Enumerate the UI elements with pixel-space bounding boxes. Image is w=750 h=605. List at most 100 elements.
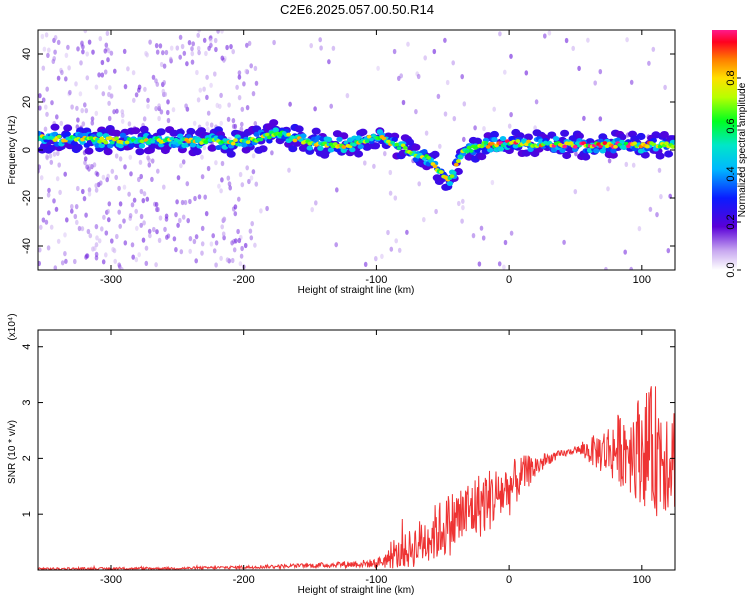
heatmap-cell: [200, 241, 205, 247]
heatmap-cell: [163, 91, 168, 97]
heatmap-cell: [393, 195, 398, 201]
heatmap-cell: [107, 115, 112, 122]
heatmap-cell: [106, 208, 110, 214]
heatmap-cell: [608, 151, 618, 159]
heatmap-cell: [48, 153, 53, 159]
heatmap-cell: [428, 159, 434, 164]
heatmap-cell: [512, 143, 519, 149]
heatmap-cell: [141, 198, 146, 204]
heatmap-cell: [345, 93, 350, 99]
heatmap-cell: [66, 44, 70, 50]
heatmap-cell: [417, 181, 422, 187]
y-tick-label: 3: [21, 399, 33, 405]
heatmap-cell: [192, 238, 197, 245]
heatmap-cell: [286, 132, 291, 137]
heatmap-cell: [76, 117, 80, 123]
heatmap-cell: [205, 74, 209, 80]
heatmap-cell: [453, 162, 459, 167]
heatmap-cell: [77, 225, 82, 232]
heatmap-cell: [209, 38, 213, 44]
heatmap-cell: [237, 74, 242, 80]
heatmap-cell: [90, 116, 95, 122]
heatmap-cell: [104, 252, 108, 258]
heatmap-cell: [164, 49, 169, 56]
heatmap-cell: [111, 246, 115, 253]
y-tick-label: 0: [21, 147, 33, 153]
heatmap-cell: [481, 235, 486, 241]
heatmap-cell: [237, 237, 242, 244]
heatmap-cell: [394, 238, 399, 244]
heatmap-cell: [142, 191, 147, 197]
snr-x-axis-label: Height of straight line (km): [298, 585, 415, 596]
heatmap-cell: [145, 196, 150, 202]
heatmap-cell: [154, 262, 158, 268]
y-tick-label: 20: [21, 96, 33, 108]
heatmap-cell: [466, 145, 472, 150]
colorbar-tick-label: 0.4: [725, 166, 737, 181]
heatmap-cell: [100, 59, 105, 66]
heatmap-cell: [451, 170, 457, 175]
heatmap-cell: [247, 178, 251, 185]
heatmap-cell: [503, 69, 507, 75]
heatmap-cell: [131, 127, 141, 135]
heatmap-cell: [192, 148, 202, 156]
heatmap-cell: [491, 137, 498, 143]
heatmap-cell: [68, 89, 72, 96]
heatmap-cell: [363, 261, 368, 267]
heatmap-cell: [103, 48, 108, 54]
heatmap-cell: [502, 264, 506, 270]
heatmap-cell: [128, 213, 133, 219]
heatmap-cell: [83, 30, 88, 34]
heatmap-cell: [94, 183, 98, 189]
x-tick-label: -300: [100, 574, 122, 586]
heatmap-cell: [100, 226, 104, 232]
heatmap-cell: [209, 122, 214, 128]
heatmap-cell: [655, 212, 659, 218]
heatmap-cell: [52, 198, 56, 204]
heatmap-cell: [562, 151, 572, 160]
heatmap-cell: [432, 48, 437, 55]
heatmap-cell: [179, 163, 183, 169]
heatmap-cell: [507, 123, 512, 129]
heatmap-cell: [154, 201, 159, 208]
heatmap-cell: [82, 196, 87, 202]
heatmap-cell: [46, 52, 50, 59]
heatmap-cell: [183, 199, 188, 206]
heatmap-cell: [613, 144, 618, 149]
heatmap-cell: [115, 108, 119, 114]
heatmap-cell: [272, 39, 276, 46]
y-tick-label: 2: [21, 455, 33, 461]
heatmap-cell: [197, 50, 201, 56]
heatmap-cell: [78, 91, 83, 97]
heatmap-cell: [258, 137, 264, 142]
heatmap-cell: [352, 142, 357, 147]
heatmap-cell: [215, 102, 220, 108]
heatmap-cell: [119, 132, 127, 138]
heatmap-cell: [166, 99, 170, 105]
heatmap-cell: [572, 144, 578, 149]
heatmap-cell: [156, 128, 166, 136]
heatmap-cell: [233, 204, 238, 210]
heatmap-cell: [214, 262, 218, 268]
heatmap-cell: [253, 242, 257, 248]
heatmap-cell: [219, 120, 223, 126]
heatmap-cell: [386, 229, 390, 236]
heatmap-cell: [564, 37, 569, 44]
heatmap-cell: [137, 252, 141, 258]
heatmap-cell: [161, 50, 165, 56]
heatmap-cell: [483, 140, 489, 145]
heatmap-cell: [604, 266, 608, 270]
heatmap-cell: [543, 33, 547, 39]
heatmap-cell: [174, 247, 178, 253]
heatmap-cell: [85, 164, 89, 170]
heatmap-cell: [114, 153, 119, 159]
heatmap-cell: [490, 179, 495, 186]
heatmap-cell: [624, 161, 629, 167]
heatmap-cell: [200, 174, 205, 180]
heatmap-cell: [451, 60, 456, 66]
heatmap-cell: [552, 136, 560, 142]
heatmap-cell: [631, 162, 636, 168]
heatmap-cell: [49, 159, 54, 165]
snr-panel: -300 -200 -100 0 100 1 2 3 4 Height of straight…: [7, 313, 676, 596]
heatmap-cell: [325, 136, 333, 142]
